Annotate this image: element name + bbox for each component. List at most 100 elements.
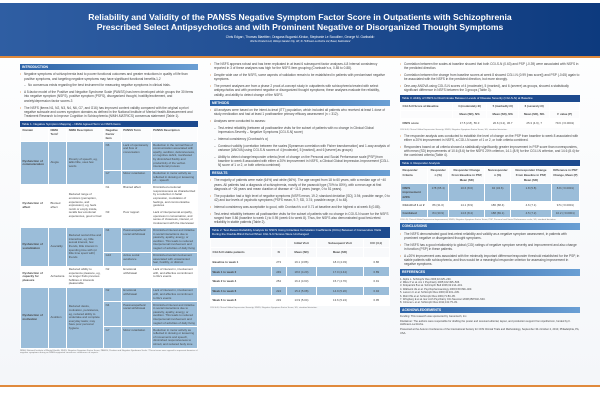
acknowledgement-line: Disclaimer: The authors were responsible… <box>400 319 571 327</box>
table-row: G7 Motor retardation Reduction in motor ac… <box>21 169 199 186</box>
table4-cell: 84 (30.9) <box>426 208 450 218</box>
table2-cell: 273 <box>270 256 287 268</box>
table2: Initial Visit Subsequent Visit ICC (3,1) CG… <box>210 237 391 306</box>
intro-list: Negative symptoms of schizophrenia lead … <box>20 72 198 118</box>
table2-subheader: N <box>270 247 287 258</box>
table4-cell: 8.8 (<0.0001) <box>550 183 581 202</box>
table2-subheader <box>362 247 391 258</box>
table1-cell: N2 <box>103 287 122 303</box>
references-heading: REFERENCES <box>400 269 580 276</box>
table4-cell: 14.6 (8.4) <box>448 208 486 218</box>
table4-cell: 186 (68.4) <box>484 200 512 210</box>
table3-cell: NSFS score <box>400 118 453 128</box>
table-row: G7 Motor retardation Reduction in motor ac… <box>21 326 199 349</box>
bullet: Analyses were conducted to assess: <box>210 119 390 124</box>
reference-item: 5. Lancon C et al. Schizophr Res 2000;42… <box>400 291 460 295</box>
bullet: The NSFS (items N1, N2, N3, N4, N6, G7, … <box>20 106 198 119</box>
table2-header: Subsequent Visit <box>316 237 364 249</box>
table1-cell: N2 <box>103 265 122 289</box>
table3-header: 6 (severely ill) <box>517 101 551 111</box>
table2-cell: 219 <box>270 295 287 306</box>
title-line-1: Reliability and Validity of the PANSS Ne… <box>88 12 512 22</box>
acknowledgements-heading: ACKNOWLEDGEMENTS <box>400 306 580 314</box>
column-1: INTRODUCTION Negative symptoms of schizo… <box>19 62 199 355</box>
table1-cell: G16 <box>103 251 122 267</box>
reference-item: 1. Alphs L. Schizophr Res 2006;32:225–23… <box>400 277 452 281</box>
results-continued-list: Correlation between the scales at baseli… <box>400 62 580 93</box>
footer-divider <box>0 385 600 387</box>
reference-item: 7. Wingberg E et al. Eur Arch Psychiatry… <box>400 297 486 301</box>
table1-cell: Reduction in motor activity as reflected… <box>150 169 199 186</box>
table4-cell: 4.6 (7.1) <box>510 200 552 210</box>
table1-cell: N4 <box>103 226 122 253</box>
table2-cell: 18.0 (4.20) <box>285 266 318 277</box>
table1-cell: Motor retardation <box>120 326 152 349</box>
table4-caption: Table 4. Responder Analysis <box>400 159 580 167</box>
table1-cell: Diminished emotional responsiveness as c… <box>150 184 199 211</box>
table4-cell: 178 (65.4) <box>426 183 450 202</box>
table1-cell: Motor retardation <box>120 169 152 186</box>
table1-domain: Dysfunction of affect <box>19 184 50 228</box>
table3-header <box>549 101 580 111</box>
table3-header: 5 (markedly ill) <box>486 101 519 111</box>
bullet: A 5-factor model of the Positive and Neg… <box>20 90 198 103</box>
bullet: Negative symptoms of schizophrenia lead … <box>20 72 198 81</box>
table1-desc: Reduced ability to experience pleasure, … <box>66 265 105 289</box>
bullet: Responders based on all criteria showed … <box>400 145 580 158</box>
table2-subheader: Mean (SD) <box>285 247 318 258</box>
table1-cell: G7 <box>103 169 122 186</box>
bullet: Test-retest reliability (between all pos… <box>210 126 390 135</box>
title-line-2: Prescribed Select Antipsychotics and wit… <box>96 22 504 32</box>
methods-heading: METHODS <box>210 99 390 106</box>
table2-cell: 249 <box>270 266 287 277</box>
table1-cell: Lack of interest in, involvement with, a… <box>150 265 199 289</box>
table2-header: ICC (3,1) <box>362 237 391 249</box>
table2-cell: 15.7 (4.76) <box>316 276 364 287</box>
table1-cell: Poor rapport <box>120 209 152 228</box>
table-row: Dysfunction of affect Blunted affect Reduc… <box>19 184 199 228</box>
table1-cell: Lack of interest in, involvement with, a… <box>150 287 199 303</box>
table1-desc: Poverty of speech, eg, talks little, use… <box>66 141 105 186</box>
table4-cell: NSFS improvement ≥20% <box>400 183 428 202</box>
table1: Domain NIMH Term¹ NIMH Description Negative… <box>19 127 199 349</box>
table2-cell: Week 4 to week 6 <box>210 285 272 297</box>
bullet: Correlation between the change from base… <box>400 73 580 82</box>
table2-subheader: CGI-S-N stable patients <box>210 247 272 258</box>
table-row: Combined 84 (30.9) 14.6 (8.4) 188 (69.1) 4.5… <box>400 208 581 218</box>
table1-desc: Reduced desire, motivation, persistence,… <box>66 287 105 349</box>
bullet: The NSFS demonstrated good test-retest r… <box>400 232 580 241</box>
table2-cell: 14.9 (5.20) <box>316 285 364 297</box>
table2-cell: Baseline to week 1 <box>210 256 272 268</box>
bullet: Internal consistency was acceptable to g… <box>210 205 390 210</box>
table4-header: Responder n (%) <box>426 166 450 185</box>
table2-cell: 0.91 <box>362 276 391 287</box>
table2-cell: 254 <box>270 276 287 287</box>
table1-cell: Diminished interest and initiative in so… <box>150 226 199 253</box>
table3-subheader: F value (P) <box>549 109 580 120</box>
table-row: NSFS improvement ≥20% 178 (65.4) 10.6 (8.6… <box>400 183 581 202</box>
table3-subheader <box>400 109 453 120</box>
table1-cell: Diminished interest and initiative in so… <box>150 301 199 328</box>
table2-cell: Week 2 to week 4 <box>210 276 272 287</box>
table-row: Week 2 to week 4 254 16.4 (4.63) 15.7 (4.76… <box>210 276 391 287</box>
bullet: Internal consistency (Cronbach's α) <box>210 137 390 142</box>
affiliations: ¹Roche Products Ltd, Welwyn Garden City,… <box>249 40 351 43</box>
bullet: All analyses were based on the intent-to… <box>210 108 390 117</box>
table4-cell: 86 (31.6) <box>426 200 450 210</box>
table-row: Dysfunction of communication Alogia Povert… <box>19 141 199 186</box>
table1-term: Anhedonia <box>48 265 68 289</box>
table3-header: CGI-S-N Score at Baseline <box>400 101 453 111</box>
bullet: Ability to detect change/responder crite… <box>210 155 390 168</box>
table4-header: Nonresponder n (%) <box>484 166 512 185</box>
table1-domain: Dysfunction of communication <box>19 141 50 186</box>
conclusions-list: The NSFS demonstrated good test-retest r… <box>400 232 580 267</box>
table-row: NSFS score 17.5 (2.8), 56.3 20.6 (3.2), 36… <box>400 118 580 128</box>
table3-header: 4 (moderately ill) <box>451 101 488 111</box>
table-row: CGI-I-N of 1 or 2 86 (31.6) 14.1 (8.9) 186 … <box>400 200 581 210</box>
reference-item: 2. Milev P et al. Am J Psychiatry 2005;1… <box>400 280 460 284</box>
table1-footnote: NIMH, National Institute of Mental Healt… <box>20 349 198 355</box>
table4-cell: 1.8 (5.8) <box>510 183 552 202</box>
table2-cell: 15.4 (5.08) <box>285 285 318 297</box>
table2-cell: 0.94 <box>362 285 391 297</box>
table2-footnote: CGI-S-N, Clinical Global Impression-Seve… <box>210 306 318 309</box>
